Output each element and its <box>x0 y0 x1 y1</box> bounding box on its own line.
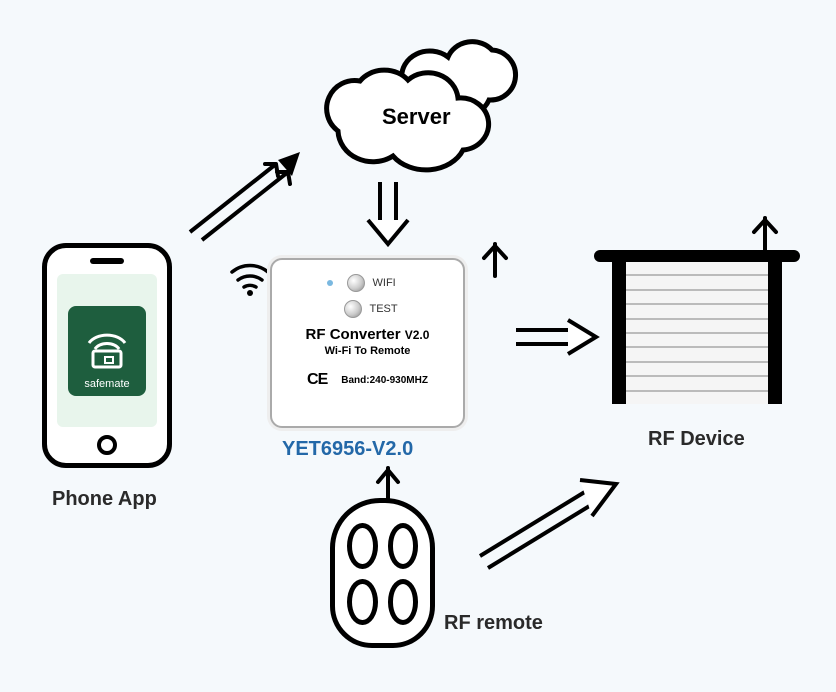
safemate-app-icon: safemate <box>68 306 146 396</box>
server-cloud: Server <box>310 26 530 181</box>
led-indicator-icon <box>327 280 333 286</box>
test-button-label: TEST <box>370 303 406 315</box>
antenna-icon <box>480 236 510 286</box>
converter-title: RF Converter V2.0 <box>282 326 453 343</box>
phone-screen: safemate <box>57 274 157 427</box>
server-label: Server <box>382 104 451 130</box>
phone-app-label: Phone App <box>52 488 157 511</box>
remote-button <box>347 579 378 625</box>
band-text: Band:240-930MHZ <box>341 375 428 386</box>
rf-converter-box: WIFI TEST RF Converter V2.0 Wi-Fi To Rem… <box>270 258 465 428</box>
arrow-remote-to-device <box>470 460 640 580</box>
wifi-button-label: WIFI <box>373 277 409 289</box>
phone-home-button <box>97 435 117 455</box>
wifi-icon <box>228 258 272 303</box>
rf-remote-label: RF remote <box>444 612 543 635</box>
rf-remote <box>330 498 435 648</box>
test-button-icon <box>344 300 362 318</box>
phone-speaker <box>90 258 124 264</box>
converter-model-label: YET6956-V2.0 <box>282 438 413 461</box>
ce-mark-icon: CE <box>307 371 327 389</box>
arrow-phone-to-server <box>170 130 320 250</box>
wifi-button-icon <box>347 274 365 292</box>
app-name-label: safemate <box>84 378 129 390</box>
arrow-server-to-converter <box>360 176 420 256</box>
remote-button <box>388 579 419 625</box>
rf-device-label: RF Device <box>648 428 745 451</box>
remote-button <box>347 523 378 569</box>
rf-device <box>612 256 782 404</box>
remote-button <box>388 523 419 569</box>
converter-subtitle: Wi-Fi To Remote <box>282 345 453 357</box>
phone-app: safemate <box>42 243 172 468</box>
arrow-converter-to-device <box>512 318 612 358</box>
